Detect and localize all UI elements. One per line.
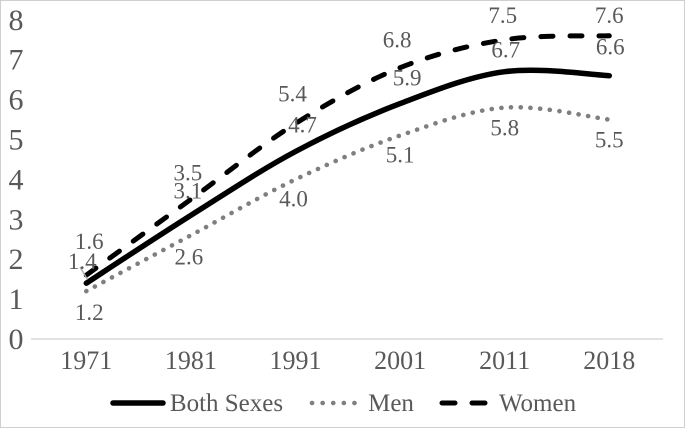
y-tick-label: 4 bbox=[9, 163, 24, 196]
y-tick-label: 0 bbox=[9, 323, 24, 356]
plot-area: 0 1 2 3 4 5 6 7 8 1971 1981 1991 2001 2011 2018 1.4 3.1 4… bbox=[9, 3, 663, 375]
y-tick-label: 7 bbox=[9, 44, 24, 77]
data-label-women: 7.6 bbox=[595, 3, 624, 28]
x-axis-label: 2011 bbox=[479, 346, 530, 375]
data-label-women: 5.4 bbox=[278, 82, 307, 107]
y-tick-label: 6 bbox=[9, 84, 24, 117]
data-label-women: 3.5 bbox=[174, 160, 203, 185]
x-axis-label: 2018 bbox=[583, 346, 635, 375]
data-label-both-sexes: 5.9 bbox=[393, 66, 422, 91]
series-line-both-sexes bbox=[83, 67, 613, 286]
label-leader-line bbox=[79, 266, 89, 280]
legend-label-men: Men bbox=[368, 389, 414, 417]
data-label-both-sexes: 1.4 bbox=[68, 249, 97, 274]
y-tick-label: 5 bbox=[9, 124, 24, 157]
y-tick-label: 3 bbox=[9, 203, 24, 236]
x-axis-label: 2001 bbox=[374, 346, 426, 375]
solid-line-swatch bbox=[110, 400, 166, 406]
data-label-men: 5.8 bbox=[490, 116, 519, 141]
data-label-both-sexes: 6.6 bbox=[596, 35, 625, 60]
series-line-women bbox=[83, 33, 612, 278]
legend-label-both-sexes: Both Sexes bbox=[169, 389, 284, 417]
data-label-men: 4.0 bbox=[279, 186, 308, 211]
data-label-men: 2.6 bbox=[175, 244, 204, 269]
x-axis-label: 1981 bbox=[165, 346, 217, 375]
data-label-men: 5.1 bbox=[386, 143, 415, 168]
x-axis-label: 1991 bbox=[270, 346, 322, 375]
data-label-women: 6.8 bbox=[383, 28, 412, 53]
data-label-both-sexes: 3.1 bbox=[174, 178, 203, 203]
series-line-men bbox=[84, 104, 612, 294]
legend-item-both-sexes: Both Sexes bbox=[109, 391, 283, 416]
data-label-both-sexes: 6.7 bbox=[491, 38, 520, 63]
legend: Both Sexes Men Women bbox=[1, 383, 684, 423]
dotted-line-swatch bbox=[309, 400, 363, 406]
y-tick-label: 1 bbox=[9, 283, 24, 316]
x-axis-label: 1971 bbox=[60, 346, 112, 375]
y-tick-label: 2 bbox=[9, 243, 24, 276]
legend-item-women: Women bbox=[438, 391, 576, 416]
data-label-both-sexes: 4.7 bbox=[288, 112, 317, 137]
legend-item-men: Men bbox=[307, 391, 414, 416]
legend-label-women: Women bbox=[498, 389, 577, 417]
data-label-men: 5.5 bbox=[595, 128, 624, 153]
data-label-women: 1.6 bbox=[75, 229, 104, 254]
data-label-men: 1.2 bbox=[75, 300, 104, 325]
data-label-women: 7.5 bbox=[488, 3, 517, 28]
dashed-line-swatch bbox=[439, 400, 496, 406]
y-tick-label: 8 bbox=[9, 4, 24, 37]
